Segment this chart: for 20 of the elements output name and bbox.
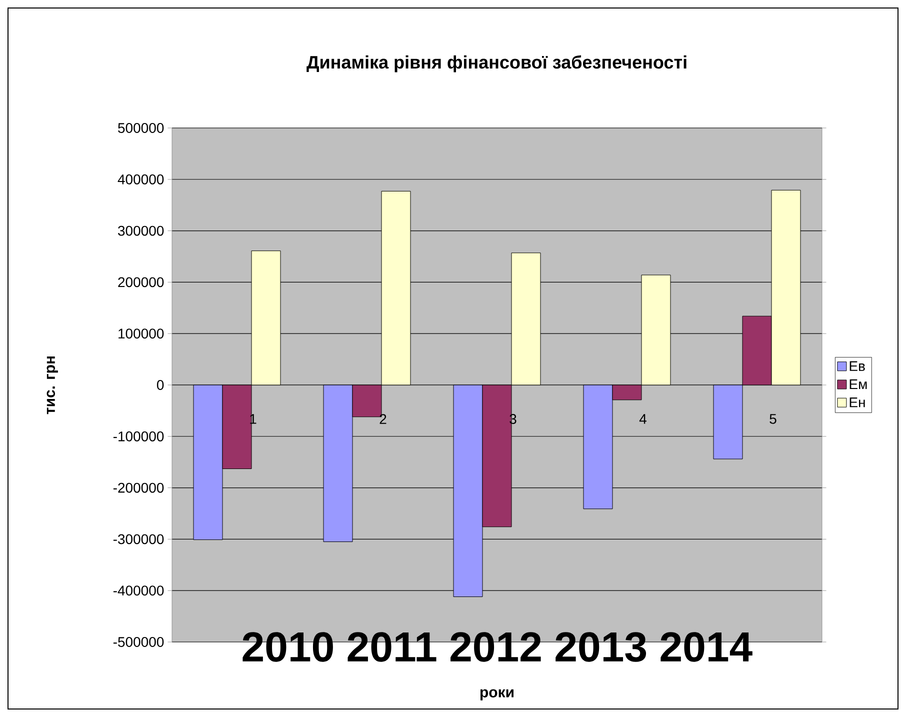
y-tick-label: -300000: [113, 534, 164, 544]
y-tick-label: -100000: [113, 431, 164, 442]
chart-title: Динаміка рівня фінансової забезпеченості: [306, 55, 686, 72]
y-tick-label: -400000: [113, 586, 164, 596]
y-tick-label: 0: [156, 380, 164, 390]
y-tick-label: 400000: [118, 174, 164, 184]
x-tick-label: 5: [770, 414, 776, 424]
legend-label: Ен: [850, 398, 865, 408]
y-tick-label: -200000: [113, 482, 164, 493]
y-tick-label: -500000: [113, 637, 164, 647]
legend-label: Ем: [850, 379, 867, 390]
y-tick-label: 100000: [118, 328, 164, 339]
y-tick-label: 200000: [118, 277, 164, 288]
y-tick-label: 500000: [118, 123, 164, 133]
x-axis-title: роки: [480, 689, 514, 700]
x-tick-label: 2: [380, 414, 386, 424]
x-tick-label: 4: [639, 414, 646, 424]
legend-label: Ев: [850, 361, 865, 371]
y-tick-label: 300000: [118, 226, 164, 236]
y-axis-title: тис. грн: [46, 356, 58, 414]
